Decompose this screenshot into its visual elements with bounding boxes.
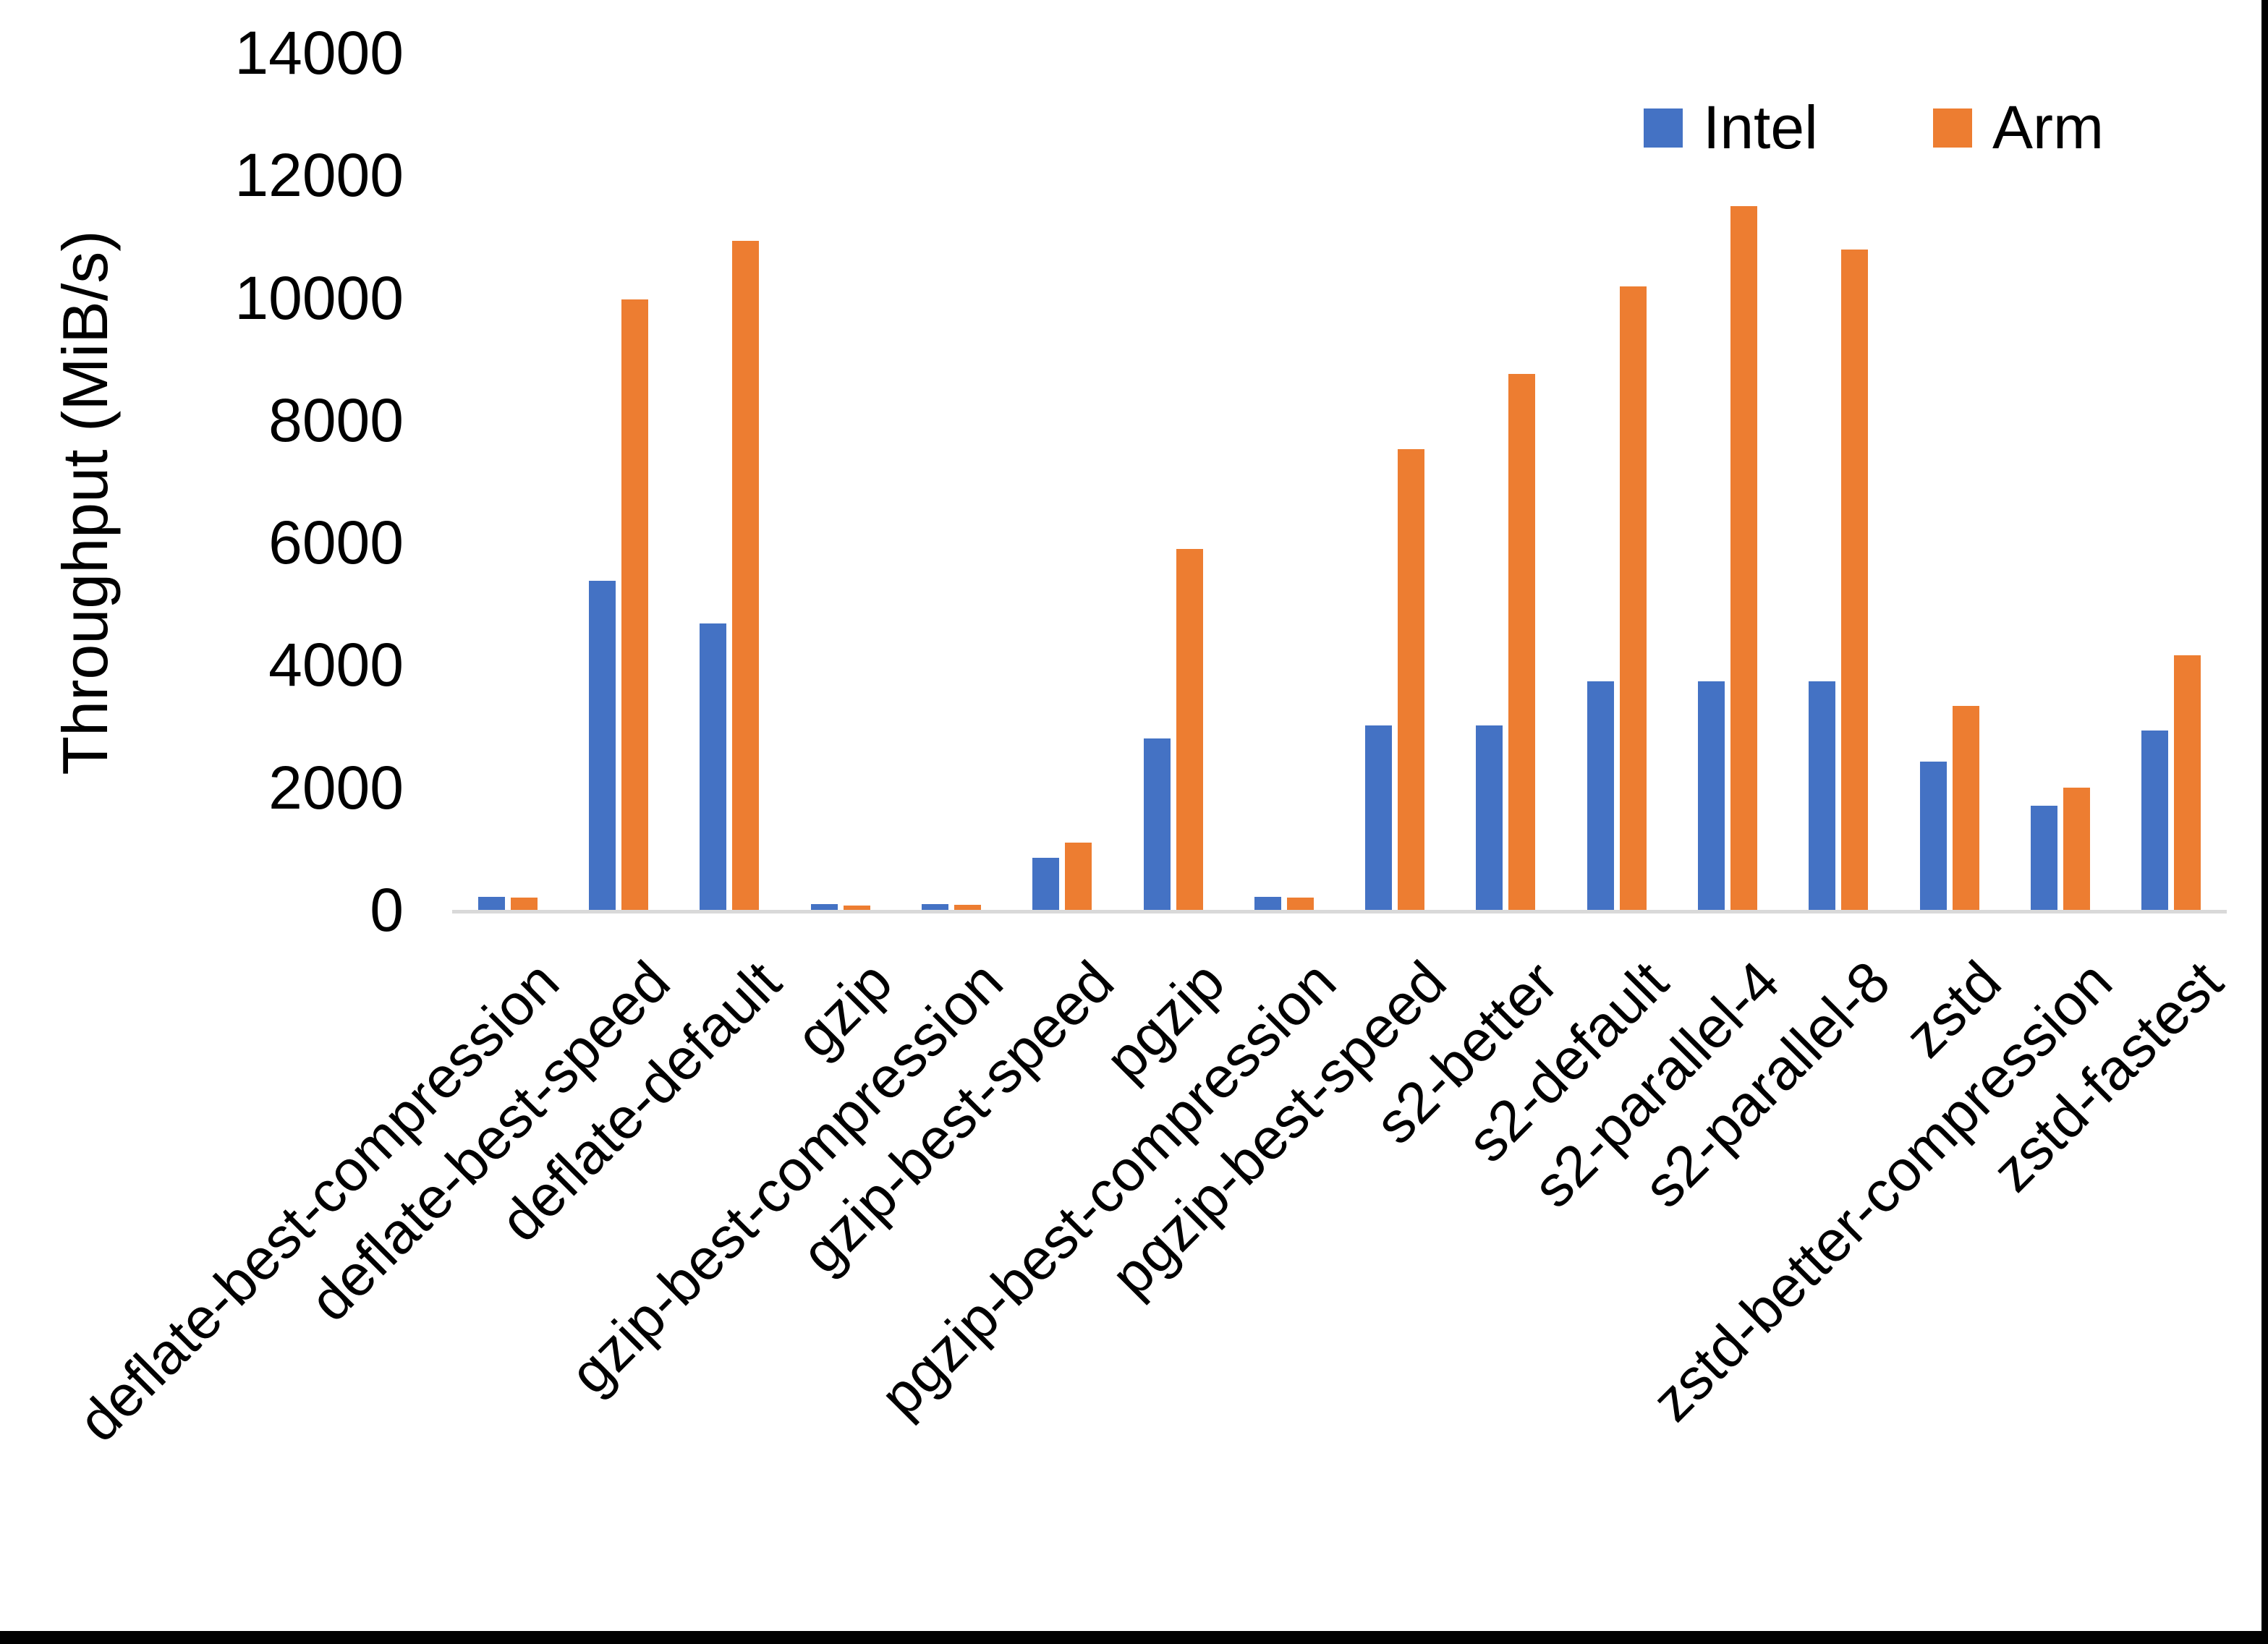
bottom-edge-border bbox=[0, 1631, 2268, 1644]
bar-arm-zstd-better-compression bbox=[2063, 788, 2091, 911]
bar-intel-pgzip-best-compression bbox=[1254, 897, 1281, 911]
bar-arm-gzip bbox=[843, 906, 870, 911]
y-tick-label-8000: 8000 bbox=[268, 386, 404, 454]
bar-intel-zstd bbox=[1919, 762, 1947, 911]
legend-item-arm: Arm bbox=[1933, 93, 2104, 163]
bar-intel-deflate-best-speed bbox=[588, 581, 616, 911]
bar-arm-s2-default bbox=[1619, 286, 1647, 911]
bar-arm-pgzip-best-speed bbox=[1398, 449, 1425, 911]
y-tick-label-6000: 6000 bbox=[268, 508, 404, 577]
bar-intel-zstd-fastest bbox=[2141, 731, 2169, 911]
bar-intel-pgzip bbox=[1143, 738, 1171, 911]
y-tick-label-14000: 14000 bbox=[234, 19, 404, 87]
legend-swatch-arm bbox=[1933, 108, 1972, 148]
bar-arm-deflate-best-speed bbox=[621, 299, 648, 911]
bar-arm-gzip-best-compression bbox=[954, 905, 981, 911]
bar-intel-s2-parallel-8 bbox=[1809, 681, 1836, 911]
bar-arm-pgzip-best-compression bbox=[1286, 898, 1314, 911]
y-tick-label-2000: 2000 bbox=[268, 753, 404, 822]
bar-arm-s2-better bbox=[1508, 374, 1536, 911]
bar-intel-deflate-best-compression bbox=[477, 897, 505, 911]
bar-arm-s2-parallel-4 bbox=[1730, 206, 1758, 911]
legend-swatch-intel bbox=[1644, 108, 1683, 148]
bar-intel-s2-better bbox=[1476, 725, 1503, 911]
bar-arm-gzip-best-speed bbox=[1065, 843, 1092, 911]
right-edge-border bbox=[2261, 0, 2268, 1644]
bar-intel-zstd-better-compression bbox=[2031, 806, 2058, 911]
legend-label-arm: Arm bbox=[1992, 93, 2104, 161]
bar-intel-gzip-best-compression bbox=[921, 904, 948, 911]
y-tick-label-12000: 12000 bbox=[234, 141, 404, 210]
bar-intel-deflate-default bbox=[700, 623, 727, 911]
bar-arm-s2-parallel-8 bbox=[1841, 250, 1869, 911]
bar-intel-gzip bbox=[810, 904, 838, 911]
bar-arm-pgzip bbox=[1176, 549, 1203, 911]
bar-intel-gzip-best-speed bbox=[1032, 858, 1060, 911]
y-tick-label-10000: 10000 bbox=[234, 263, 404, 332]
bar-arm-deflate-default bbox=[732, 241, 760, 911]
y-tick-label-0: 0 bbox=[370, 876, 404, 944]
bar-intel-s2-default bbox=[1587, 681, 1614, 911]
bar-arm-zstd bbox=[1952, 706, 1979, 911]
bar-arm-zstd-fastest bbox=[2174, 655, 2201, 911]
bar-arm-deflate-best-compression bbox=[510, 898, 538, 911]
bar-intel-pgzip-best-speed bbox=[1365, 725, 1393, 911]
legend-item-intel: Intel bbox=[1644, 93, 1818, 163]
y-tick-label-4000: 4000 bbox=[268, 631, 404, 699]
y-axis-title: Throughput (MiB/s) bbox=[49, 230, 121, 775]
legend-label-intel: Intel bbox=[1703, 93, 1818, 161]
bar-intel-s2-parallel-4 bbox=[1698, 681, 1725, 911]
x-axis-baseline bbox=[452, 910, 2227, 913]
